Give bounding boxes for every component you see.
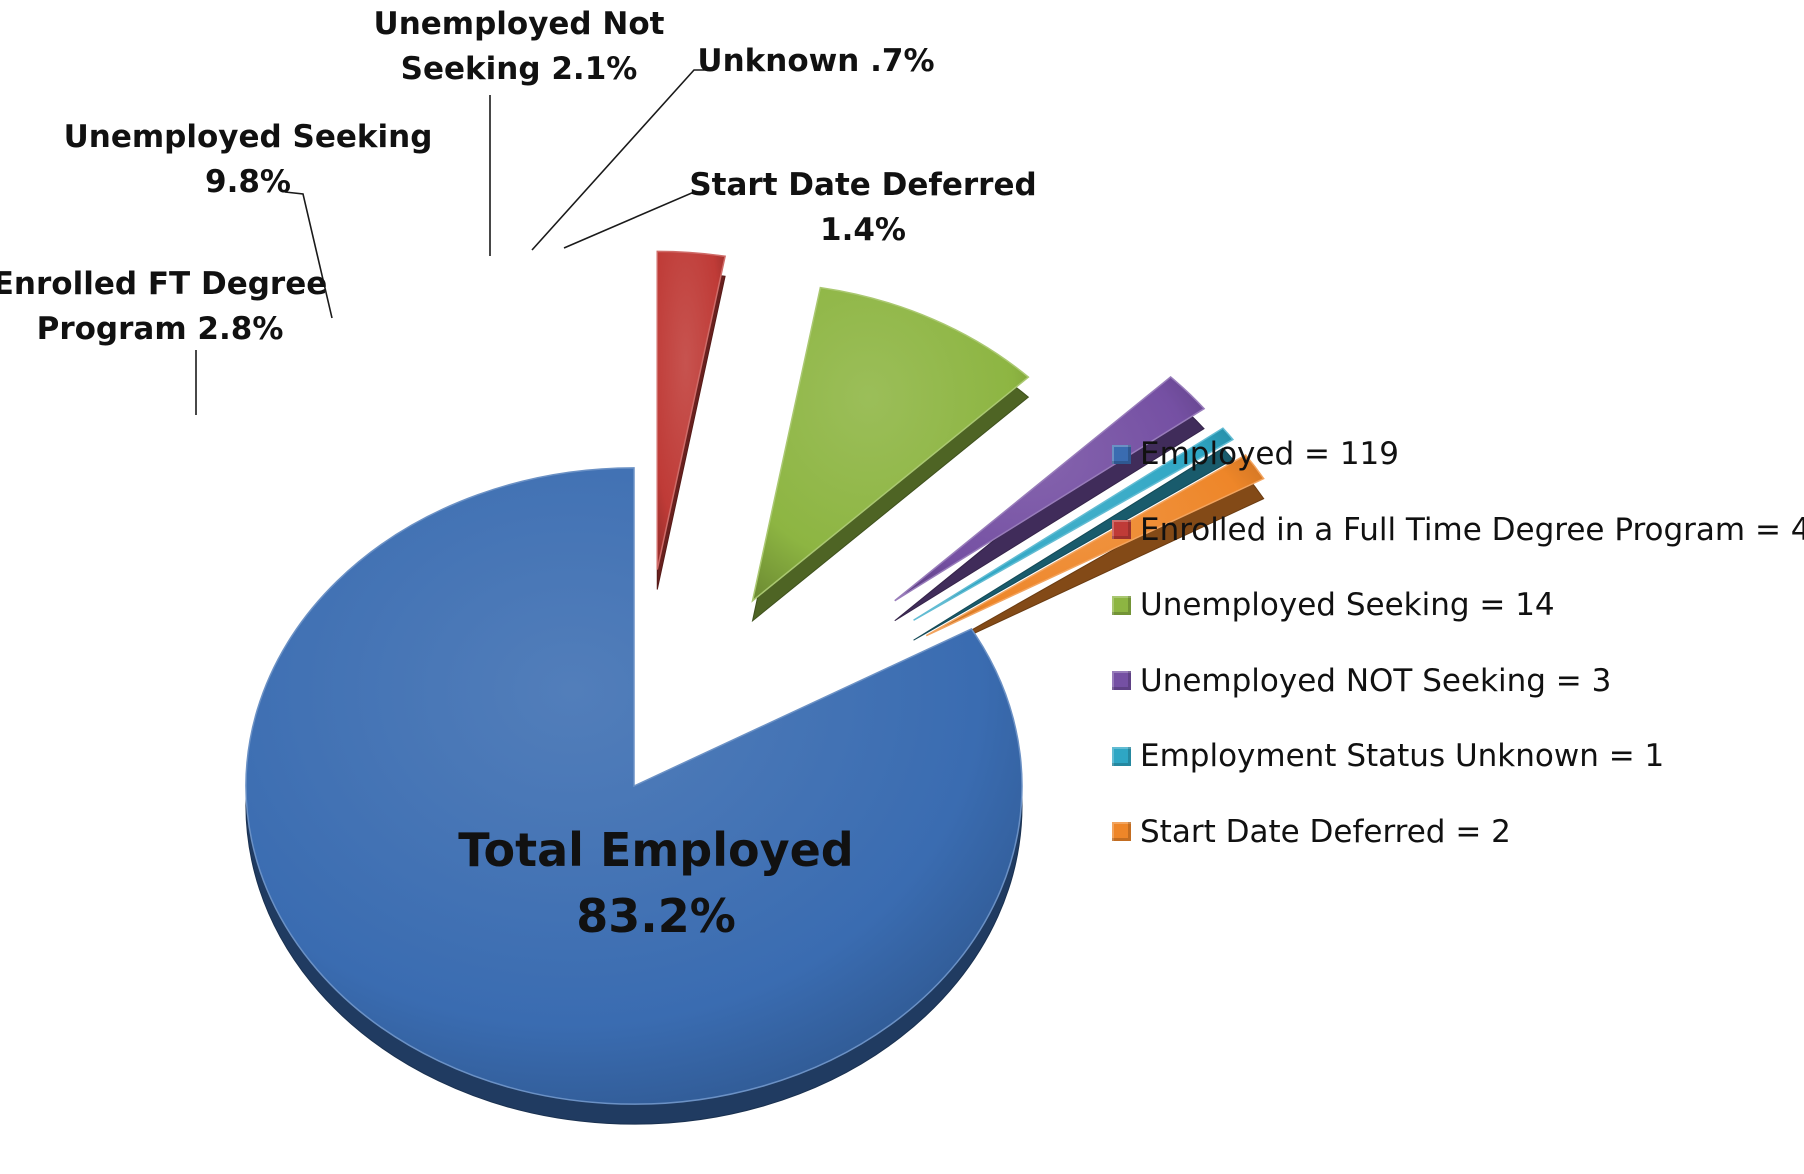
pie-slice-top [894, 376, 1206, 602]
legend-label: Employment Status Unknown = 1 [1140, 738, 1665, 774]
slice-label-unemployed-seeking: Unemployed Seeking 9.8% [64, 119, 433, 200]
legend-label: Employed = 119 [1140, 436, 1399, 472]
legend-swatch [1112, 822, 1131, 841]
legend-swatch [1112, 520, 1131, 539]
slice-label-employment-status-unknown: Unknown .7% [697, 43, 934, 79]
chart-legend: Employed = 119 Enrolled in a Full Time D… [1112, 435, 1804, 888]
legend-item-status-unknown: Employment Status Unknown = 1 [1112, 737, 1804, 775]
slice-label-start-date-deferred: Start Date Deferred 1.4% [689, 167, 1036, 248]
pie-slice-employment-status-unknown [913, 427, 1235, 641]
legend-item-unemployed-not-seeking: Unemployed NOT Seeking = 3 [1112, 662, 1804, 700]
legend-swatch [1112, 671, 1131, 690]
legend-item-start-date-deferred: Start Date Deferred = 2 [1112, 813, 1804, 851]
leader-line [563, 191, 707, 249]
pie-slice-enrolled-in-a-full-time-degree-program [656, 250, 727, 590]
pie-slice-employed [245, 467, 1023, 1125]
pie-slice-top [925, 453, 1265, 637]
legend-item-employed: Employed = 119 [1112, 435, 1804, 473]
pie-slice-top [913, 427, 1235, 621]
slice-label-unemployed-not-seeking: Unemployed Not Seeking 2.1% [374, 6, 665, 87]
pie-slice-top [245, 467, 1023, 1105]
legend-label: Unemployed NOT Seeking = 3 [1140, 662, 1612, 699]
legend-item-unemployed-seeking: Unemployed Seeking = 14 [1112, 586, 1804, 624]
slice-label-enrolled-in-a-full-time-degree-program: Enrolled FT Degree Program 2.8% [0, 266, 327, 347]
pie-slice-unemployed-seeking [751, 286, 1030, 623]
legend-label: Unemployed Seeking = 14 [1140, 587, 1555, 623]
legend-item-enrolled: Enrolled in a Full Time Degree Program =… [1112, 511, 1804, 549]
legend-swatch [1112, 746, 1131, 766]
pie-slice-start-date-deferred [925, 453, 1265, 657]
pie-slice-top [656, 250, 727, 570]
legend-label: Start Date Deferred = 2 [1140, 813, 1511, 850]
legend-swatch [1112, 595, 1131, 615]
slice-label-employed: Total Employed 83.2% [458, 823, 853, 943]
legend-swatch [1112, 444, 1131, 464]
leader-line [284, 191, 333, 319]
pie-slice-top [751, 286, 1030, 603]
leader-line [531, 69, 708, 251]
legend-label: Enrolled in a Full Time Degree Program =… [1140, 511, 1804, 548]
pie-slice-side [913, 447, 1234, 641]
